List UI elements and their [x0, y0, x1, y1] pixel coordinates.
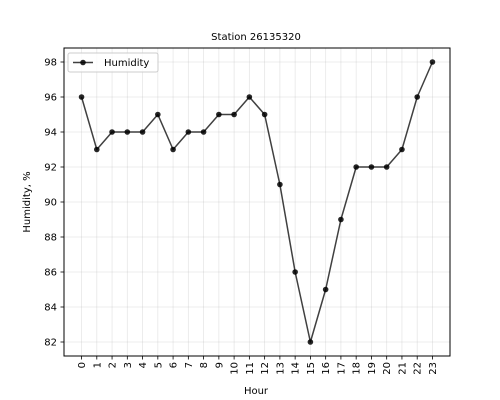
legend-box [67, 52, 159, 73]
y-tick-label: 94 [44, 128, 57, 139]
humidity-data-point [399, 146, 405, 153]
y-tick-label: 84 [44, 303, 57, 314]
y-axis-label: Humidity, % [22, 171, 33, 232]
y-tick-label: 88 [44, 233, 57, 244]
humidity-data-point [414, 94, 420, 100]
humidity-data-point [231, 111, 237, 118]
chart-title: Station 26135320 [211, 32, 301, 43]
legend: Humidity [67, 52, 159, 73]
y-tick-label: 92 [44, 163, 57, 174]
y-tick-label: 98 [44, 58, 57, 69]
x-tick-label: 21 [397, 362, 408, 375]
x-tick-label: 6 [169, 362, 180, 368]
x-tick-label: 0 [77, 362, 88, 368]
humidity-data-point [246, 94, 253, 100]
x-tick-label: 4 [138, 362, 149, 368]
humidity-data-point [94, 146, 100, 153]
y-tick-label: 82 [44, 338, 57, 349]
humidity-data-point [78, 94, 85, 100]
humidity-data-point [368, 164, 375, 170]
x-tick-label: 9 [214, 362, 225, 368]
x-tick-label: 13 [275, 362, 286, 375]
x-tick-label: 3 [123, 362, 134, 368]
x-tick-label: 15 [306, 362, 317, 375]
humidity-data-point [200, 129, 207, 135]
x-tick-label: 2 [108, 362, 119, 368]
series-layer [78, 59, 436, 345]
y-tick-label: 96 [44, 93, 57, 104]
y-axis-ticks: 82 84 86 88 90 92 94 96 98 [44, 58, 64, 349]
humidity-data-point [353, 164, 359, 170]
humidity-data-point [322, 286, 329, 293]
legend-label-humidity: Humidity [104, 58, 149, 69]
x-tick-label: 23 [428, 362, 439, 375]
x-tick-label: 18 [352, 362, 363, 375]
y-tick-label: 90 [44, 198, 57, 209]
x-tick-label: 8 [199, 362, 210, 368]
humidity-data-point [170, 146, 176, 153]
x-axis-ticks: 0 1 2 3 4 5 6 7 8 9 10 11 12 13 14 15 16 17 18 19 20 21 22 23 [77, 356, 439, 375]
humidity-data-point [185, 129, 192, 135]
x-tick-label: 5 [153, 362, 164, 368]
y-tick-label: 86 [44, 268, 57, 279]
humidity-data-point [277, 181, 283, 188]
humidity-data-point [139, 129, 146, 135]
humidity-data-point [216, 111, 222, 118]
x-tick-label: 1 [92, 362, 103, 368]
x-tick-label: 17 [336, 362, 347, 375]
x-axis-label: Hour [244, 386, 269, 397]
humidity-data-point [124, 129, 131, 135]
humidity-data-point [429, 59, 436, 65]
x-tick-label: 14 [291, 362, 302, 375]
x-tick-label: 22 [413, 362, 424, 375]
x-tick-label: 11 [245, 362, 256, 375]
x-tick-label: 16 [321, 362, 332, 375]
humidity-data-point [383, 164, 390, 170]
humidity-data-point [109, 129, 115, 135]
humidity-data-point [338, 216, 344, 223]
x-tick-label: 10 [230, 362, 241, 375]
x-tick-label: 12 [260, 362, 271, 375]
humidity-data-point [307, 339, 314, 345]
humidity-data-point [155, 111, 161, 118]
legend-marker-swatch [80, 59, 86, 66]
x-tick-label: 20 [382, 362, 393, 375]
x-tick-label: 7 [184, 362, 195, 368]
grid-lines [64, 48, 450, 356]
humidity-data-point [292, 269, 298, 275]
x-tick-label: 19 [367, 362, 378, 375]
humidity-data-point [261, 111, 268, 118]
